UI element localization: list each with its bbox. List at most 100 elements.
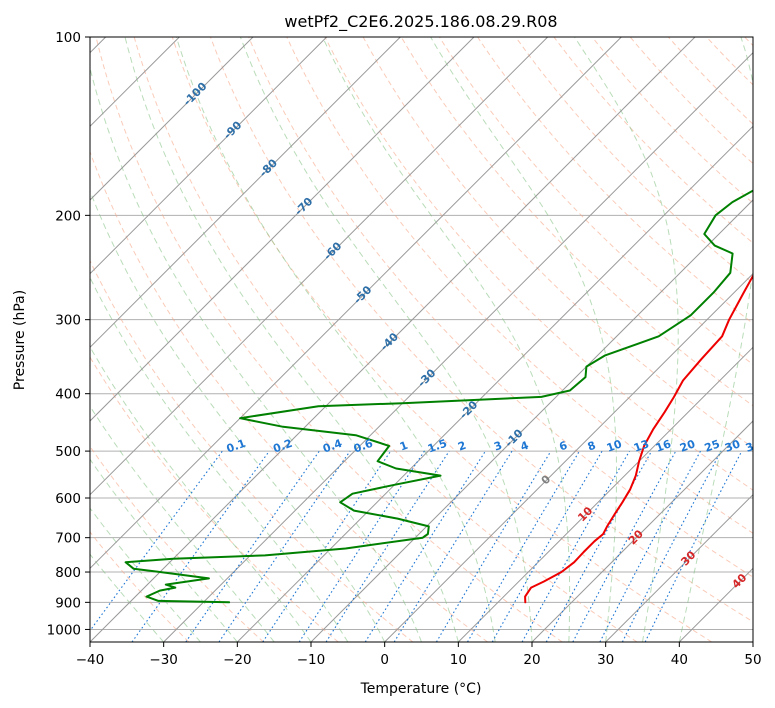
isotherm-line — [384, 272, 753, 642]
dry-adiabat-line — [90, 531, 190, 642]
mixing-ratio-label: 13 — [632, 437, 651, 454]
x-tick-label: −20 — [223, 652, 252, 668]
x-axis: −40 −30 −20 −10 0 10 20 30 40 50 — [76, 642, 762, 668]
dry-adiabat-line — [591, 37, 753, 204]
moist-adiabat-line — [90, 189, 386, 642]
mixing-ratio-label: 0.2 — [271, 437, 294, 456]
y-tick-label: 300 — [55, 313, 81, 329]
y-tick-label: 700 — [55, 531, 81, 547]
mixing-ratio-label: 2 — [456, 439, 468, 454]
mixing-ratio-label: 1 — [398, 439, 410, 454]
plot-area: -100-90-80-70-60-50-40-30-20-10010203040… — [90, 37, 763, 642]
x-tick-label: −40 — [76, 652, 105, 668]
isotherm-line — [90, 37, 328, 275]
moist-adiabat-line — [90, 65, 422, 642]
y-tick-label: 200 — [55, 208, 81, 224]
mixing-ratio-label: 0.4 — [321, 437, 344, 456]
moist-adiabat-line — [239, 37, 533, 642]
dry-adiabat-line — [90, 150, 488, 642]
mixing-ratio-line — [262, 450, 392, 642]
mixing-ratio-line — [621, 450, 722, 642]
isotherm-line — [90, 37, 696, 642]
mixing-ratio-line — [491, 450, 603, 642]
isotherm-line — [163, 51, 753, 642]
y-axis: 100 200 300 400 500 600 700 800 900 1000 — [47, 30, 90, 638]
moist-adiabat-line — [90, 507, 201, 642]
x-tick-label: 20 — [523, 652, 540, 668]
isotherm-line — [310, 199, 753, 642]
mixing-ratio-label: 16 — [654, 437, 673, 455]
mixing-ratio-line — [572, 450, 677, 642]
mixing-ratio-line — [90, 450, 223, 632]
mixing-ratio-label: 10 — [605, 437, 624, 455]
y-axis-label: Pressure (hPa) — [12, 290, 28, 390]
dry-adiabats — [90, 37, 753, 642]
x-tick-label: −10 — [297, 652, 326, 668]
mixing-ratio-label: 3 — [492, 439, 504, 454]
mixing-ratio-line — [393, 450, 513, 642]
moist-adiabat-line — [430, 37, 617, 642]
isotherm-line — [90, 37, 622, 570]
mixing-ratio-line — [298, 450, 425, 642]
mixing-ratio-label: 0.1 — [225, 437, 248, 456]
dry-adiabat-line — [95, 37, 563, 642]
mixing-ratio-line — [131, 450, 270, 642]
dry-adiabat-line — [133, 37, 638, 642]
moist-adiabat-line — [322, 37, 571, 642]
x-tick-label: 30 — [597, 652, 614, 668]
chart-title: wetPf2_C2E6.2025.186.08.29.R08 — [284, 12, 557, 32]
mixing-ratio-label: 0.6 — [352, 437, 375, 456]
isotherm-line — [605, 493, 753, 642]
x-axis-label: Temperature (°C) — [360, 681, 482, 697]
isotherm-line — [531, 420, 753, 642]
dry-adiabat-line — [248, 37, 753, 578]
dry-adiabat-line — [171, 37, 712, 642]
plot-frame — [89, 36, 754, 643]
x-tick-label: 50 — [744, 652, 761, 668]
x-tick-label: 10 — [450, 652, 467, 668]
isotherm-line — [457, 346, 753, 642]
sounding-profiles — [124, 189, 753, 604]
isotherms — [90, 37, 753, 642]
dewpoint-profile — [124, 189, 753, 604]
mixing-ratio-label: 6 — [557, 439, 569, 454]
mixing-ratio-lines — [90, 450, 743, 642]
mixing-ratio-label: 8 — [586, 439, 598, 454]
mixing-ratio-label: 36 — [744, 437, 763, 455]
mixing-ratio-line — [644, 450, 743, 642]
y-tick-label: 600 — [55, 491, 81, 507]
y-tick-label: 1000 — [47, 622, 81, 638]
moist-adiabat-line — [574, 37, 679, 642]
x-tick-label: −30 — [149, 652, 178, 668]
y-tick-label: 900 — [55, 595, 81, 611]
x-tick-label: 40 — [671, 652, 688, 668]
mixing-ratio-label: 25 — [703, 437, 722, 454]
isotherm-line — [90, 37, 475, 422]
dry-adiabat-line — [90, 259, 414, 642]
isotherm-line — [90, 37, 401, 349]
moist-adiabat-line — [90, 553, 165, 642]
isotherm-line — [236, 125, 753, 642]
mixing-ratio-line — [599, 450, 701, 642]
mixing-ratio-label: 30 — [723, 437, 742, 455]
dry-adiabat-line — [210, 37, 753, 623]
mixing-ratio-label: 20 — [678, 437, 697, 455]
mixing-ratio-line — [325, 450, 450, 642]
dry-adiabat-line — [400, 37, 753, 407]
dry-adiabat-line — [629, 37, 753, 165]
isotherm-line — [90, 37, 254, 201]
y-tick-label: 400 — [55, 387, 81, 403]
mixing-ratio-label: 1.5 — [426, 437, 449, 456]
mixing-ratio-line — [521, 450, 630, 642]
temperature-profile — [524, 273, 753, 604]
mixing-ratio-label: 4 — [519, 439, 531, 454]
y-tick-label: 800 — [55, 565, 81, 581]
isotherm-line — [90, 37, 549, 496]
moist-adiabat-line — [175, 37, 496, 642]
moist-adiabat-line — [90, 405, 275, 642]
moist-adiabat-line — [678, 37, 753, 642]
y-tick-label: 100 — [55, 30, 81, 46]
dry-adiabat-line — [90, 356, 339, 642]
